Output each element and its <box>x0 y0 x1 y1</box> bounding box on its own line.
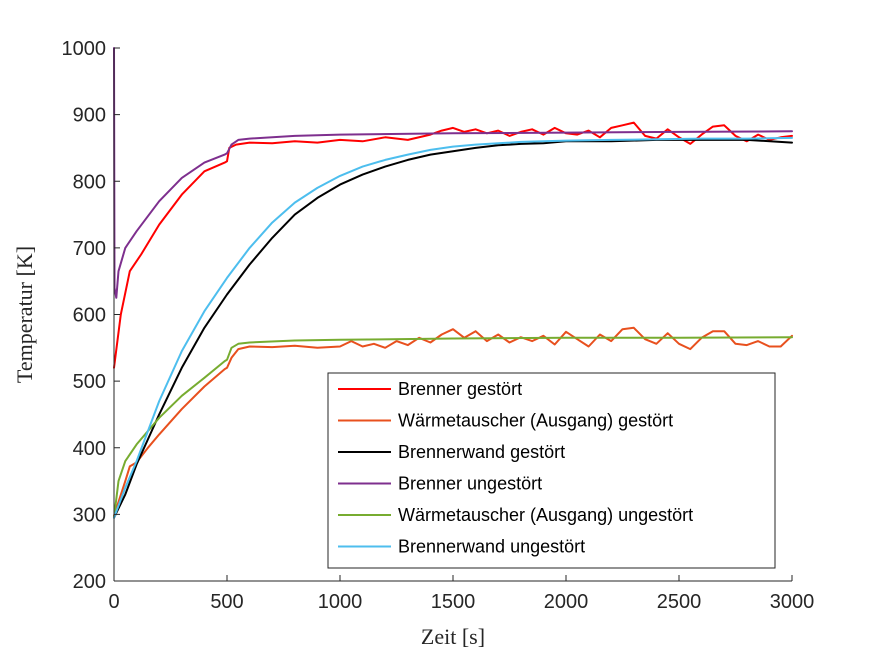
legend-box <box>327 372 776 569</box>
y-tick-label: 300 <box>73 504 106 526</box>
x-tick-label: 2500 <box>657 591 702 613</box>
legend-label: Brennerwand ungestört <box>398 537 585 557</box>
series-line-6 <box>113 136 793 519</box>
legend-label: Wärmetauscher (Ausgang) gestört <box>398 411 673 431</box>
x-axis-title: Zeit [s] <box>421 624 485 649</box>
y-tick-label: 1000 <box>62 38 107 60</box>
x-tick-label: 2000 <box>544 591 589 613</box>
legend-items: Brenner gestört Wärmetauscher (Ausgang) g… <box>338 379 693 557</box>
x-tick-label: 3000 <box>770 591 815 613</box>
series-line-4 <box>113 47 793 299</box>
y-tick-label: 400 <box>73 438 106 460</box>
series-line-2 <box>113 326 793 517</box>
y-tick-label: 900 <box>73 105 106 127</box>
y-tick-label: 800 <box>73 171 106 193</box>
axes: 0 500 1000 1500 2000 2500 3000 200 300 400 500 600… <box>62 38 815 613</box>
series-line-5 <box>113 336 793 519</box>
x-tick-label: 1500 <box>431 591 476 613</box>
series-layer <box>113 47 793 519</box>
x-tick-label: 0 <box>108 591 119 613</box>
y-ticks: 200 300 400 500 600 700 800 900 1000 <box>62 38 120 593</box>
legend-label: Wärmetauscher (Ausgang) ungestört <box>398 505 693 525</box>
series-line-3 <box>113 138 793 519</box>
x-tick-label: 1000 <box>318 591 363 613</box>
legend: Brenner gestört Wärmetauscher (Ausgang) g… <box>327 372 776 569</box>
legend-label: Brenner gestört <box>398 379 522 399</box>
y-tick-label: 600 <box>73 305 106 327</box>
y-tick-label: 700 <box>73 238 106 260</box>
y-tick-label: 200 <box>73 571 106 593</box>
x-ticks: 0 500 1000 1500 2000 2500 3000 <box>108 575 814 613</box>
legend-label: Brenner ungestört <box>398 474 542 494</box>
legend-label: Brennerwand gestört <box>398 442 565 462</box>
x-tick-label: 500 <box>210 591 243 613</box>
y-tick-label: 500 <box>73 371 106 393</box>
y-axis-title: Temperatur [K] <box>12 246 37 383</box>
